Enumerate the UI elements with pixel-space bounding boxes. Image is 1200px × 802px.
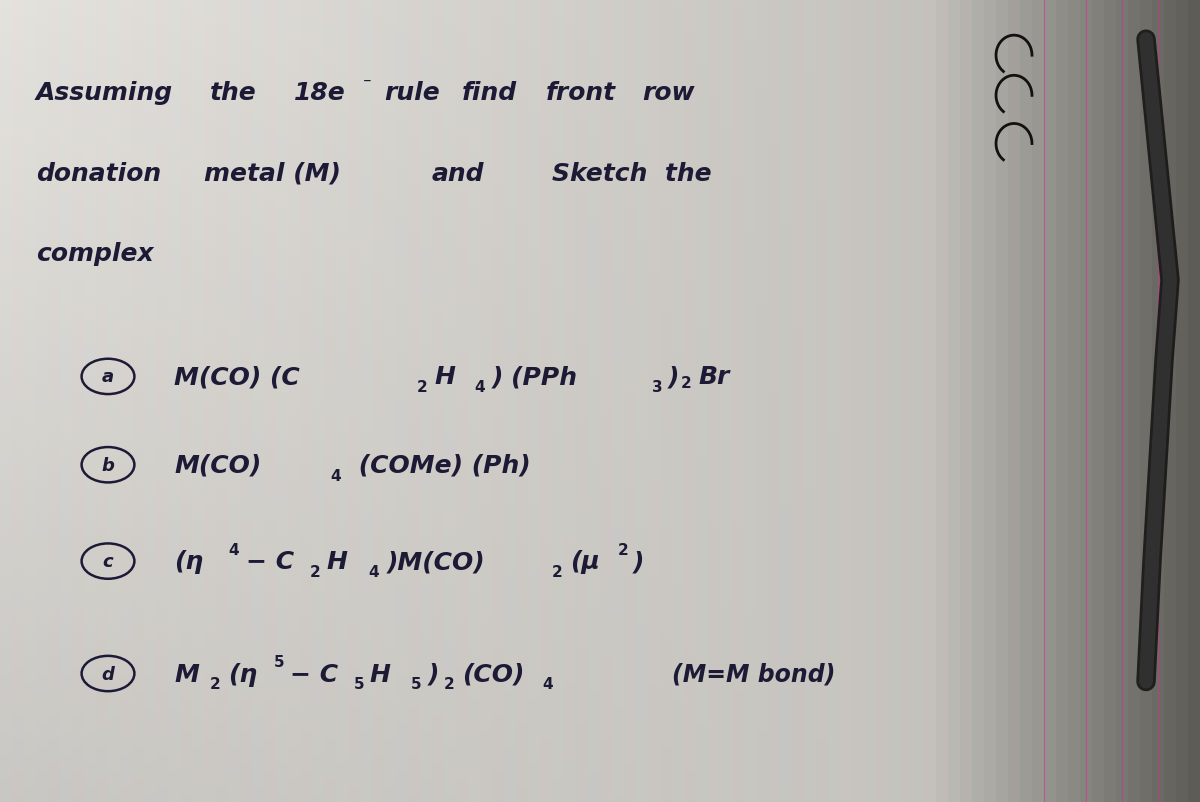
Text: 2: 2 — [310, 565, 320, 579]
Text: Br: Br — [698, 365, 730, 389]
Text: (μ: (μ — [570, 549, 600, 573]
Text: b: b — [102, 456, 114, 474]
Text: ): ) — [427, 662, 438, 686]
Text: (η: (η — [228, 662, 257, 686]
Text: 3: 3 — [652, 380, 662, 395]
Text: 4: 4 — [474, 380, 485, 395]
Text: rule: rule — [384, 81, 439, 105]
Text: 2: 2 — [210, 677, 221, 691]
Text: 5: 5 — [410, 677, 421, 691]
Text: ⁻: ⁻ — [362, 75, 371, 92]
Text: donation: donation — [36, 161, 161, 185]
Text: 4: 4 — [228, 542, 239, 557]
Text: H: H — [326, 549, 347, 573]
Text: M(CO): M(CO) — [174, 453, 262, 477]
Text: the: the — [210, 81, 257, 105]
Text: 5: 5 — [274, 654, 284, 669]
Text: 2: 2 — [680, 376, 691, 391]
Text: M(CO) (C: M(CO) (C — [174, 365, 300, 389]
Text: 2: 2 — [416, 380, 427, 395]
Text: a: a — [102, 368, 114, 386]
Text: complex: complex — [36, 241, 154, 265]
Text: d: d — [102, 665, 114, 683]
Text: ) (PPh: ) (PPh — [492, 365, 578, 389]
Text: (M=M bond): (M=M bond) — [672, 662, 835, 686]
Text: 4: 4 — [330, 468, 341, 483]
Text: H: H — [434, 365, 455, 389]
Text: H: H — [370, 662, 390, 686]
Text: ): ) — [632, 549, 643, 573]
Text: 2: 2 — [552, 565, 563, 579]
Text: (CO): (CO) — [462, 662, 524, 686]
Text: − C: − C — [290, 662, 338, 686]
Text: ): ) — [667, 365, 678, 389]
Text: M: M — [174, 662, 199, 686]
Text: (η: (η — [174, 549, 203, 573]
Text: )M(CO): )M(CO) — [386, 549, 485, 573]
Text: metal (M): metal (M) — [204, 161, 341, 185]
Text: 4: 4 — [368, 565, 379, 579]
Text: and: and — [432, 161, 485, 185]
Text: 2: 2 — [618, 542, 629, 557]
Text: c: c — [103, 553, 113, 570]
Text: 2: 2 — [444, 677, 455, 691]
Text: row: row — [642, 81, 695, 105]
Text: Assuming: Assuming — [36, 81, 173, 105]
Text: Sketch  the: Sketch the — [552, 161, 712, 185]
Text: − C: − C — [246, 549, 294, 573]
Text: find: find — [462, 81, 517, 105]
Text: 18e: 18e — [294, 81, 346, 105]
Text: front: front — [546, 81, 616, 105]
Text: (COMe) (Ph): (COMe) (Ph) — [350, 453, 532, 477]
Text: 5: 5 — [354, 677, 365, 691]
Text: 4: 4 — [542, 677, 553, 691]
